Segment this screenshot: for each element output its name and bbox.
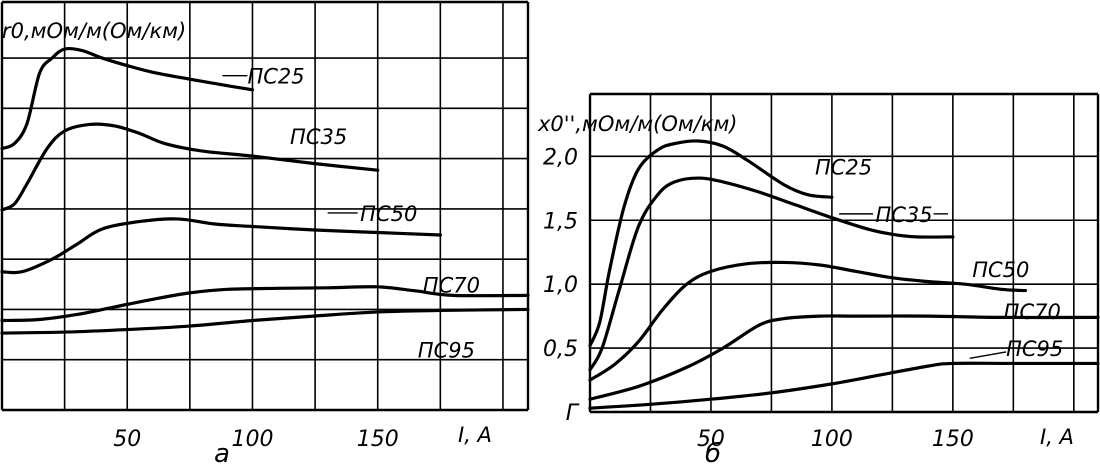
panel-b: Г 0,5 1,0 1,5 2,0 50 100 150 x0'',мОм/м(Ом/км) I,… bbox=[537, 92, 1100, 467]
series-label: ПС70 bbox=[1004, 300, 1061, 324]
y-tick-label: 1,5 bbox=[543, 209, 578, 234]
y-tick-label: 1,0 bbox=[543, 273, 578, 298]
panel-label: а bbox=[214, 439, 230, 467]
series-line-ПС25 bbox=[588, 139, 834, 348]
series-line-ПС95 bbox=[0, 307, 530, 335]
series-line-ПС95 bbox=[588, 361, 1100, 410]
y-tick-label: Г bbox=[566, 401, 580, 426]
series-line-ПС25 bbox=[0, 46, 255, 151]
y-axis-title: x0'',мОм/м(Ом/км) bbox=[537, 112, 738, 136]
series-label: ПС50 bbox=[972, 258, 1029, 282]
x-tick-label: 50 bbox=[113, 427, 141, 452]
series-label: ПС70 bbox=[423, 273, 480, 297]
y-tick-label: 0,5 bbox=[543, 337, 578, 362]
series-line-ПС35 bbox=[0, 122, 380, 212]
series-leader-line bbox=[969, 351, 1007, 360]
series-line-ПС70 bbox=[588, 314, 1100, 401]
panel-a: 012345650100150r0,мОм/м(Ом/км)I, AаПС25П… bbox=[0, 0, 530, 467]
x-axis-title: I, A bbox=[458, 423, 492, 447]
series-label: ПС50 bbox=[360, 202, 417, 226]
series-label: ПС25 bbox=[815, 156, 872, 180]
series-line-ПС35 bbox=[588, 176, 955, 372]
series-label: ПС35 bbox=[875, 203, 932, 227]
series-line-ПС50 bbox=[588, 260, 1028, 382]
series-line-ПС50 bbox=[0, 217, 442, 275]
series-label: ПС95 bbox=[418, 339, 475, 363]
x-tick-label: 100 bbox=[811, 427, 853, 452]
series-line-ПС70 bbox=[0, 285, 530, 323]
x-tick-label: 150 bbox=[357, 427, 399, 452]
x-tick-label: 150 bbox=[932, 427, 974, 452]
x-axis-title: I, A bbox=[1040, 425, 1074, 449]
panel-label: б bbox=[705, 439, 721, 467]
y-axis-title: r0,мОм/м(Ом/км) bbox=[2, 19, 186, 43]
series-label: ПС35 bbox=[290, 125, 347, 149]
y-tick-label: 2,0 bbox=[543, 145, 578, 170]
x-tick-label: 50 bbox=[697, 427, 725, 452]
series-label: ПС95 bbox=[1006, 337, 1063, 361]
series-label: ПС25 bbox=[247, 65, 304, 89]
x-tick-label: 100 bbox=[231, 427, 273, 452]
